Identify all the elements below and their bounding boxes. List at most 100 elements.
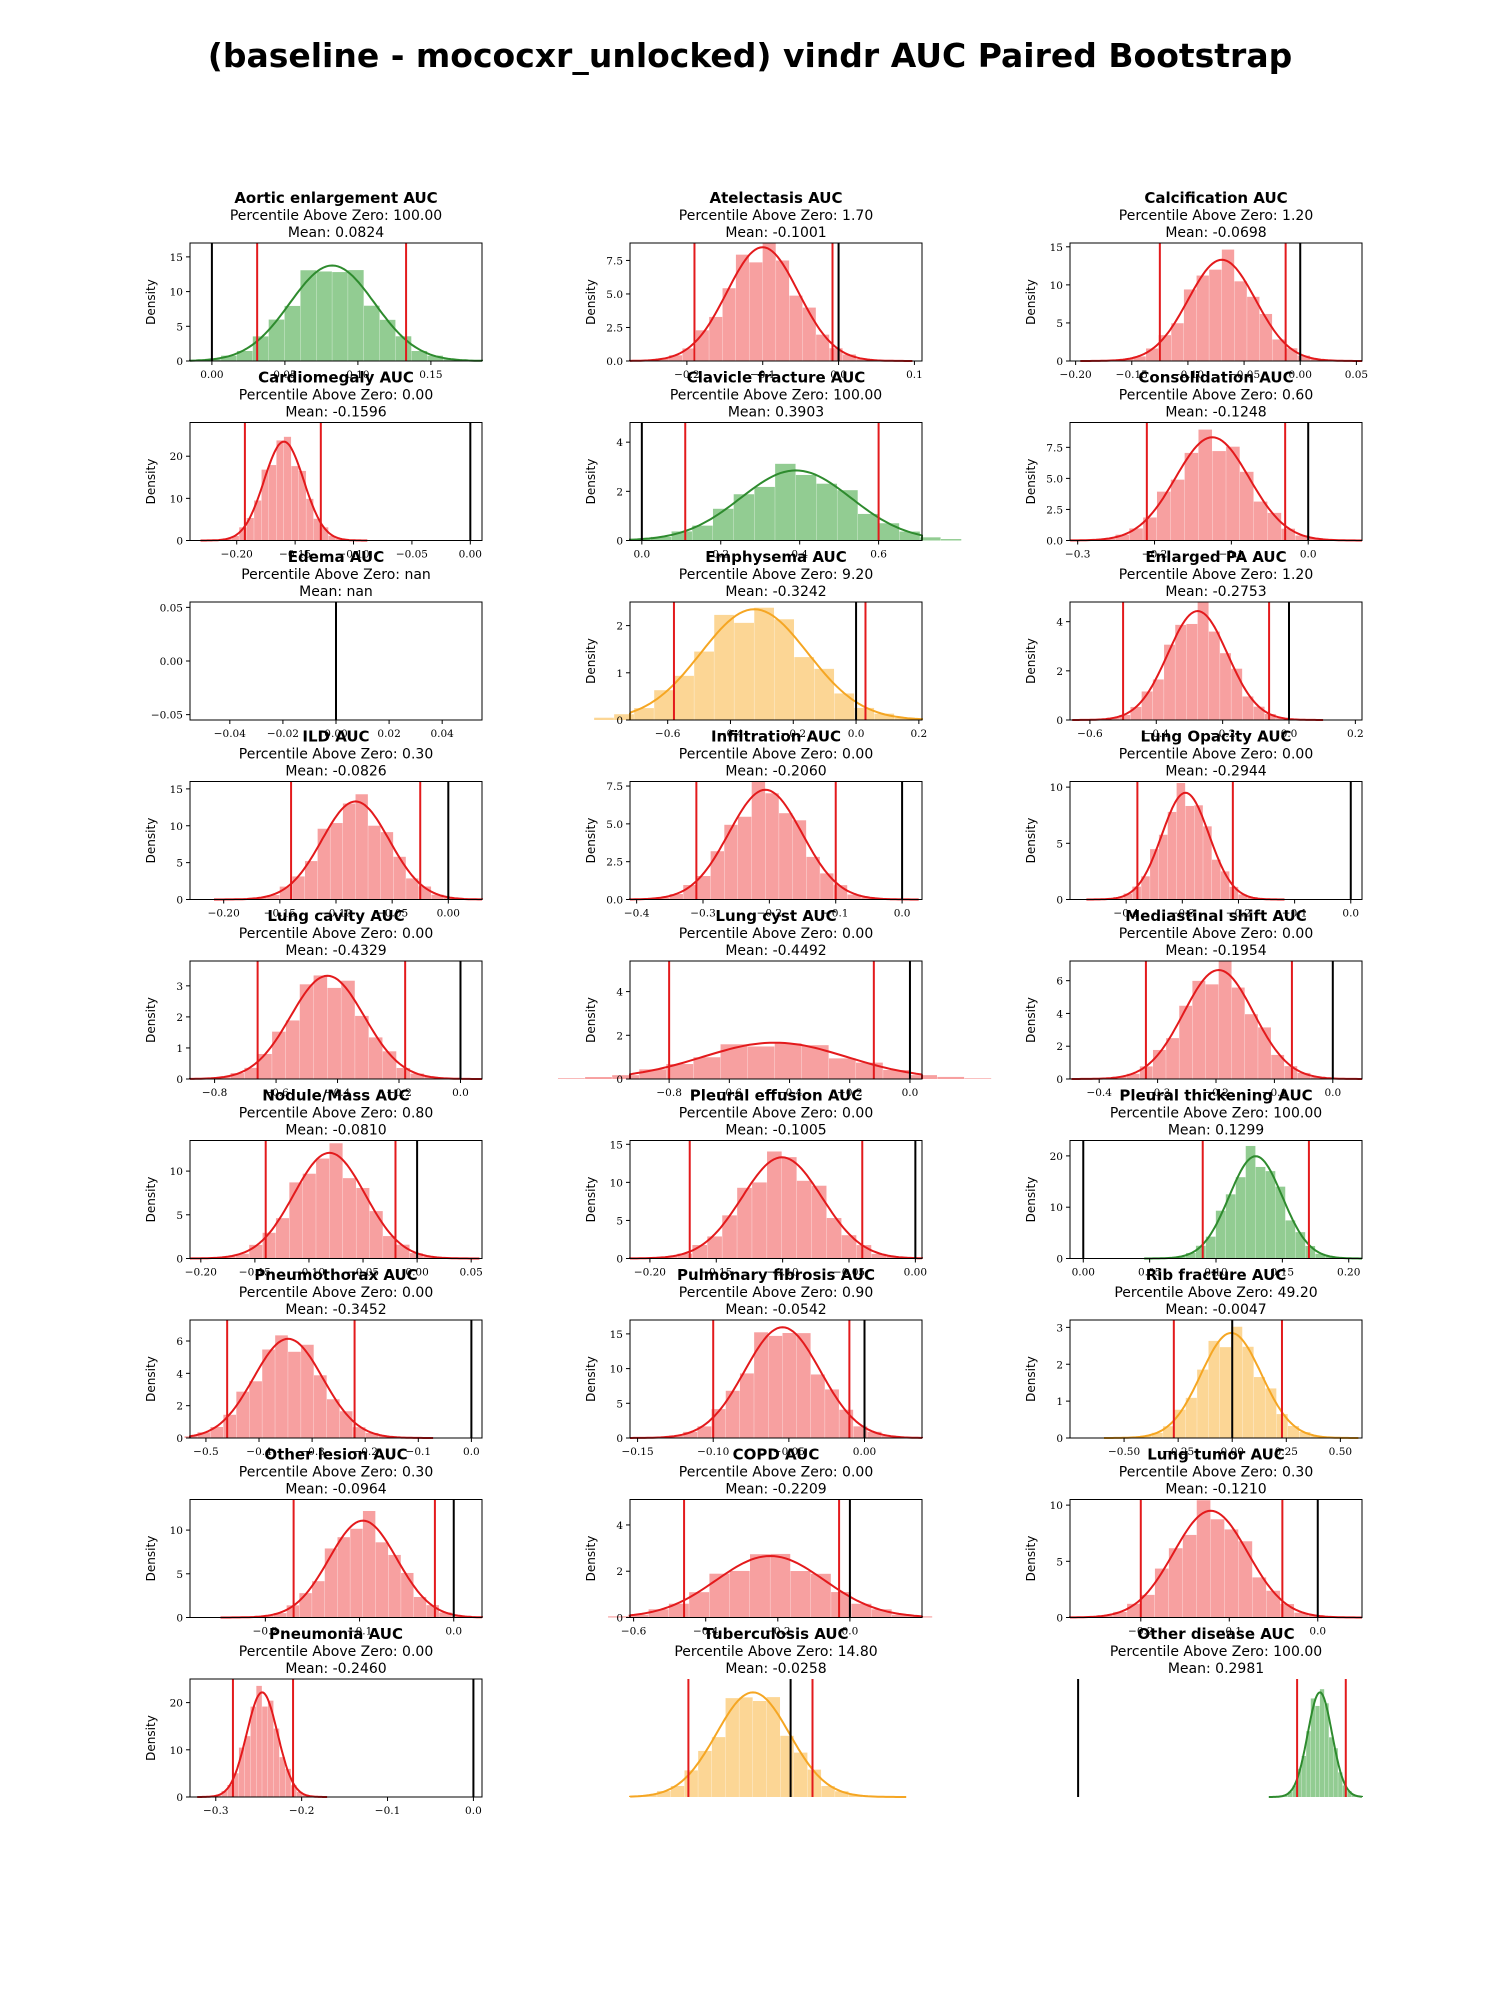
histogram-bar bbox=[612, 1075, 639, 1079]
histogram-bar bbox=[1242, 1346, 1254, 1438]
y-tick-label: 0 bbox=[176, 536, 183, 548]
histogram-bar bbox=[348, 270, 364, 361]
x-tick-label: −0.15 bbox=[279, 549, 311, 561]
plot-frame bbox=[629, 601, 923, 721]
histogram-bar bbox=[1265, 1388, 1277, 1438]
histogram-bar bbox=[1133, 356, 1146, 361]
histogram-bar bbox=[1211, 859, 1221, 900]
histogram-bar bbox=[848, 1794, 863, 1797]
y-tick-label: 5 bbox=[616, 1398, 623, 1410]
histogram-bar bbox=[964, 1078, 992, 1079]
percentile-label: Percentile Above Zero: 0.00 bbox=[679, 747, 873, 763]
histogram-bar bbox=[722, 1215, 737, 1259]
kde-line bbox=[1144, 1155, 1362, 1260]
histogram-bar bbox=[221, 355, 237, 361]
histogram-bar bbox=[781, 1157, 797, 1259]
kde-line bbox=[1072, 609, 1324, 721]
x-tick-label: 0.00 bbox=[405, 1267, 428, 1279]
histogram-bar bbox=[1267, 512, 1282, 541]
y-tick-label: 0.00 bbox=[160, 656, 183, 668]
histogram-bar bbox=[655, 897, 670, 900]
y-axis-label: Density bbox=[144, 1536, 158, 1582]
histogram-bar bbox=[313, 975, 328, 1079]
histogram-bar bbox=[628, 1614, 649, 1618]
subplot-title: Pneumonia AUC bbox=[269, 1625, 403, 1643]
y-axis-label: Density bbox=[1024, 997, 1038, 1043]
histogram-bar bbox=[749, 1554, 770, 1618]
x-tick-label: −0.05 bbox=[1228, 369, 1260, 381]
histogram-bar bbox=[1295, 535, 1309, 541]
histogram-bar bbox=[1220, 871, 1230, 900]
x-tick-label: −0.2 bbox=[289, 1805, 315, 1817]
histogram-bar bbox=[682, 348, 696, 361]
histogram-bar bbox=[842, 354, 856, 361]
y-tick-label: 5 bbox=[176, 1569, 183, 1581]
subplot-title: Pleural effusion AUC bbox=[690, 1087, 863, 1105]
histogram-bar bbox=[826, 1217, 842, 1259]
x-tick-label: −0.3 bbox=[1145, 1087, 1171, 1099]
histogram-bar bbox=[1171, 323, 1184, 361]
histogram-bar bbox=[780, 1735, 794, 1797]
histogram-bar bbox=[1319, 1689, 1325, 1797]
histogram-bar bbox=[1176, 783, 1186, 900]
percentile-label: Percentile Above Zero: 1.70 bbox=[679, 208, 873, 224]
x-tick-label: 0.2 bbox=[712, 549, 729, 561]
histogram-bar bbox=[216, 1077, 231, 1079]
histogram-bar bbox=[816, 334, 830, 361]
mean-label: Mean: -0.1954 bbox=[1165, 943, 1266, 959]
x-tick-label: −0.25 bbox=[1162, 1446, 1194, 1458]
histogram-bar bbox=[250, 1706, 257, 1797]
x-tick-label: 0.2 bbox=[911, 728, 928, 740]
mean-label: Mean: nan bbox=[299, 584, 373, 600]
y-tick-label: 15 bbox=[610, 1139, 623, 1151]
mean-label: Mean: -0.0810 bbox=[285, 1123, 386, 1139]
histogram-bar bbox=[1238, 1541, 1253, 1618]
y-axis-label: Density bbox=[144, 1177, 158, 1223]
kde-line bbox=[189, 974, 482, 1080]
x-tick-label: 0.00 bbox=[904, 1267, 927, 1279]
y-tick-label: 2 bbox=[616, 621, 623, 633]
plot-frame bbox=[629, 242, 923, 362]
histogram-bar bbox=[899, 531, 920, 541]
y-tick-label: 10 bbox=[170, 821, 183, 833]
kde-line bbox=[1069, 436, 1362, 542]
y-tick-label: 5.0 bbox=[606, 289, 623, 301]
x-tick-label: 0.25 bbox=[1275, 1446, 1298, 1458]
kde-line bbox=[1071, 968, 1362, 1080]
x-tick-label: 0.20 bbox=[1337, 1267, 1360, 1279]
mean-label: Mean: 0.1299 bbox=[1168, 1123, 1264, 1139]
histogram-bar bbox=[839, 1409, 854, 1438]
histogram-bar bbox=[439, 1612, 452, 1618]
histogram-bar bbox=[395, 336, 412, 361]
histogram-bar bbox=[752, 1182, 767, 1259]
histogram-bar bbox=[350, 1528, 363, 1618]
mean-label: Mean: -0.0826 bbox=[285, 764, 386, 780]
y-tick-label: 10 bbox=[170, 1166, 183, 1178]
histogram-bar bbox=[1141, 1594, 1155, 1618]
x-tick-label: 0.0 bbox=[848, 728, 865, 740]
y-tick-label: 0 bbox=[616, 1254, 623, 1266]
histogram-bar bbox=[762, 243, 776, 361]
histogram-bar bbox=[302, 1173, 316, 1259]
x-tick-label: −0.6 bbox=[1077, 728, 1103, 740]
plot-frame bbox=[189, 242, 483, 362]
histogram-bar bbox=[285, 1768, 291, 1797]
histogram-bar bbox=[1301, 1755, 1306, 1797]
histogram-bar bbox=[910, 1075, 937, 1079]
histogram-bar bbox=[262, 1706, 268, 1797]
mean-label: Mean: -0.0964 bbox=[285, 1482, 386, 1498]
histogram-bar bbox=[802, 307, 816, 361]
y-tick-label: 0 bbox=[616, 715, 623, 727]
histogram-bar bbox=[284, 305, 301, 361]
histogram-bar bbox=[738, 816, 752, 900]
histogram-bar bbox=[401, 1572, 414, 1618]
percentile-label: Percentile Above Zero: 100.00 bbox=[1110, 1106, 1322, 1122]
x-tick-label: −0.15 bbox=[264, 908, 296, 920]
histogram-bar bbox=[1101, 538, 1116, 541]
x-tick-label: 0.0 bbox=[1309, 1626, 1326, 1638]
